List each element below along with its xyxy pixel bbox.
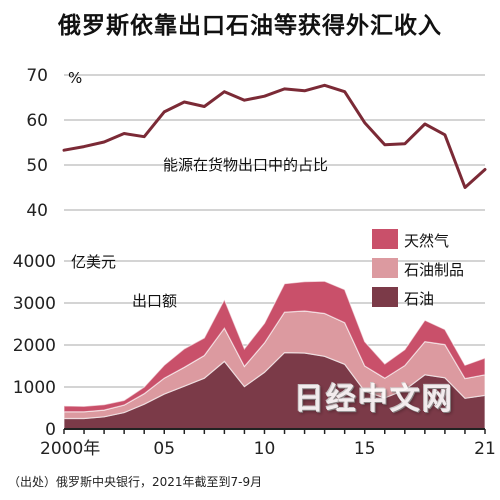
top-y-tick-40: 40 bbox=[26, 201, 48, 221]
x-tick-label-2021: 21 bbox=[474, 439, 496, 459]
top-y-tick-70: 70 bbox=[26, 66, 48, 86]
legend-swatch-petroleum-products-area bbox=[372, 258, 398, 278]
energy-share-line bbox=[62, 83, 487, 189]
bottom-y-tick-3000: 3000 bbox=[13, 294, 56, 314]
bottom-chart-series-label: 出口额 bbox=[132, 292, 177, 310]
top-chart-y-ticks: 40 50 60 70 bbox=[26, 66, 48, 221]
x-axis-ticks: 2000年 05 10 15 21 bbox=[40, 429, 496, 459]
bottom-y-tick-4000: 4000 bbox=[13, 252, 56, 272]
top-chart-unit-label: % bbox=[68, 69, 82, 87]
top-chart-series-label: 能源在货物出口中的占比 bbox=[163, 156, 328, 174]
legend-swatch-natural-gas-area bbox=[372, 229, 398, 249]
bottom-y-tick-2000: 2000 bbox=[13, 336, 56, 356]
top-y-tick-60: 60 bbox=[26, 111, 48, 131]
chart-title: 俄罗斯依靠出口石油等获得外汇收入 bbox=[58, 13, 442, 39]
legend-label-crude-oil-area: 石油 bbox=[404, 290, 434, 308]
x-tick-label-2005: 05 bbox=[153, 439, 175, 459]
top-chart-gridlines bbox=[64, 74, 485, 211]
legend-label-natural-gas-area: 天然气 bbox=[404, 232, 449, 250]
bottom-chart-unit-label: 亿美元 bbox=[71, 253, 116, 271]
legend-swatch-crude-oil-area bbox=[372, 287, 398, 307]
watermark-logo: 日经中文网 bbox=[294, 382, 454, 417]
legend-label-petroleum-products-area: 石油制品 bbox=[404, 261, 464, 279]
x-tick-label-2010: 10 bbox=[254, 439, 276, 459]
bottom-y-tick-0: 0 bbox=[45, 420, 56, 440]
bottom-chart-y-ticks: 0 1000 2000 3000 4000 bbox=[13, 252, 56, 440]
top-y-tick-50: 50 bbox=[26, 156, 48, 176]
source-note: （出处）俄罗斯中央银行，2021年截至到7-9月 bbox=[8, 475, 263, 489]
natural-gas-area bbox=[63, 280, 486, 413]
x-tick-label-2000: 2000年 bbox=[40, 439, 100, 459]
bottom-y-tick-1000: 1000 bbox=[13, 378, 56, 398]
x-tick-label-2015: 15 bbox=[354, 439, 376, 459]
